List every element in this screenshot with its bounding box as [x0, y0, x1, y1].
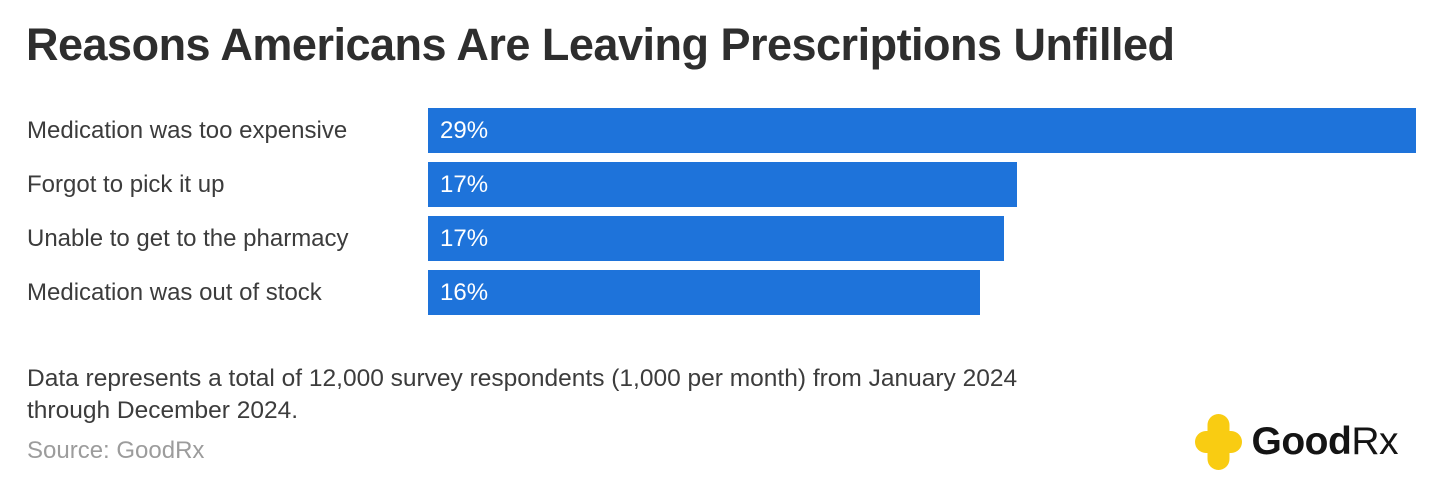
footnote: Data represents a total of 12,000 survey… [27, 363, 1017, 427]
category-label: Forgot to pick it up [27, 170, 225, 198]
bar-row: Forgot to pick it up 17% [0, 162, 1416, 207]
goodrx-wordmark-rx: Rx [1351, 420, 1398, 463]
bar-row: Medication was out of stock 16% [0, 270, 1416, 315]
bar: 17% [428, 216, 1004, 261]
bar-row: Unable to get to the pharmacy 17% [0, 216, 1416, 261]
chart-title: Reasons Americans Are Leaving Prescripti… [26, 19, 1175, 70]
goodrx-cross-icon [1194, 414, 1242, 470]
source-note: Source: GoodRx [27, 437, 205, 464]
bar: 17% [428, 162, 1018, 207]
bar-value-label: 17% [440, 224, 489, 252]
footnote-line-1: Data represents a total of 12,000 survey… [27, 365, 1018, 392]
bar-value-label: 29% [440, 116, 489, 144]
goodrx-wordmark: GoodRx [1251, 420, 1399, 464]
bar-chart: Medication was too expensive 29% Forgot to… [0, 108, 1416, 315]
category-label: Unable to get to the pharmacy [27, 224, 349, 252]
bar-row: Medication was too expensive 29% [0, 108, 1416, 153]
goodrx-wordmark-bold: Good [1251, 420, 1352, 463]
bar: 16% [428, 270, 980, 315]
goodrx-logo: GoodRx [1194, 414, 1399, 470]
category-label: Medication was too expensive [27, 116, 348, 144]
category-label: Medication was out of stock [27, 278, 322, 306]
bar: 29% [428, 108, 1416, 153]
footnote-line-2: through December 2024. [27, 397, 299, 424]
bar-value-label: 17% [440, 170, 489, 198]
bar-value-label: 16% [440, 278, 489, 306]
